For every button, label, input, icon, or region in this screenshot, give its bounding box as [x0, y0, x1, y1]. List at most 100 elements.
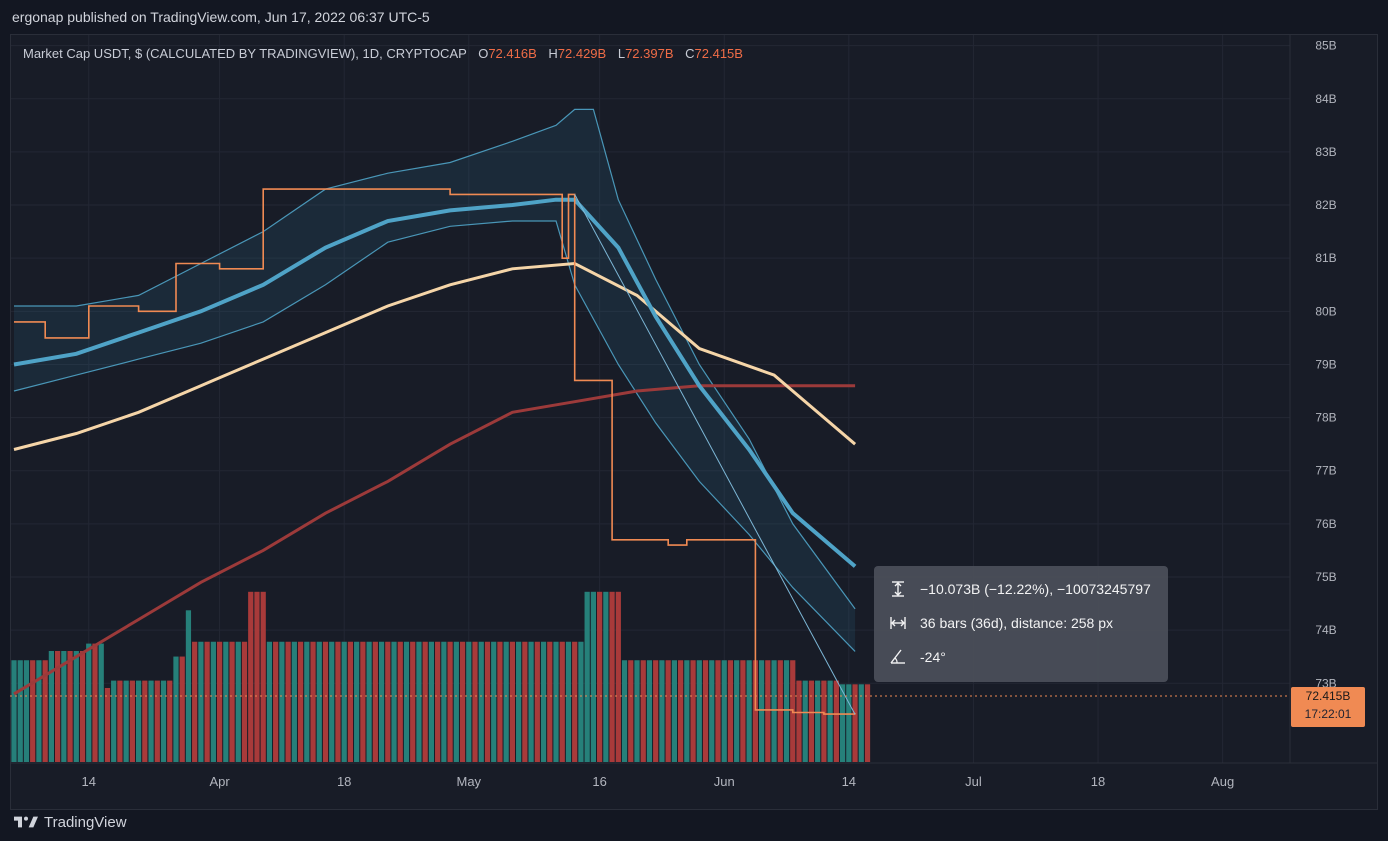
bollinger-bands — [13, 108, 856, 652]
footer[interactable]: TradingView — [14, 810, 127, 834]
volume-bar — [677, 660, 684, 762]
volume-bar — [534, 641, 540, 762]
volume-bar — [192, 641, 198, 762]
volume-bar — [846, 684, 852, 762]
volume-bar — [690, 660, 696, 762]
volume-bar — [441, 641, 447, 762]
volume-bar — [447, 641, 453, 762]
grid — [11, 35, 1290, 763]
top-bar: ergonap published on TradingView.com, Ju… — [0, 0, 1388, 34]
indicator-lines — [13, 188, 857, 715]
y-tick-label: 84B — [1315, 92, 1336, 106]
volume-bar — [559, 641, 565, 762]
x-tick-label: 16 — [592, 774, 606, 789]
volume-bar — [73, 651, 79, 762]
open-value: 72.416B — [488, 46, 537, 61]
volume-bar — [802, 680, 808, 762]
bar-countdown: 17:22:01 — [1304, 707, 1352, 721]
close-value: 72.415B — [694, 46, 743, 61]
y-tick-label: 74B — [1315, 623, 1336, 637]
volume-bar — [117, 680, 123, 762]
volume-bar — [223, 641, 229, 762]
volume-bar — [241, 641, 248, 762]
volume-bar — [715, 660, 721, 762]
volume-bar — [167, 680, 173, 762]
y-tick-label: 82B — [1315, 198, 1336, 212]
volume-bar — [777, 660, 783, 762]
x-tick-label: 18 — [337, 774, 351, 789]
volume-bar — [160, 680, 167, 762]
measure-price-row: −10.073B (−12.22%), −10073245797 — [888, 578, 1151, 600]
volume-bar — [248, 591, 254, 762]
y-tick-label: 78B — [1315, 411, 1336, 425]
volume-bar — [123, 680, 129, 762]
volume-bar — [397, 641, 403, 762]
y-tick-label: 81B — [1315, 251, 1336, 265]
volume-bar — [341, 641, 347, 762]
volume-bar — [603, 591, 609, 762]
footer-brand: TradingView — [44, 813, 127, 831]
volume-bar — [403, 641, 410, 762]
volume-bar — [553, 641, 559, 762]
volume-bar — [696, 660, 702, 762]
volume-bar — [297, 641, 304, 762]
measure-angle-row: -24° — [888, 646, 946, 668]
volume-bar — [391, 641, 397, 762]
volume-bar — [746, 660, 752, 762]
volume-bar — [304, 641, 310, 762]
volume-bar — [198, 641, 204, 762]
volume-bar — [185, 610, 192, 762]
volume-bar — [285, 641, 291, 762]
volume-bar — [322, 641, 329, 762]
volume-bar — [135, 680, 142, 762]
x-tick-label: Jul — [965, 774, 982, 789]
volume-bar — [640, 660, 646, 762]
ma-50-line — [13, 261, 857, 451]
time-axis[interactable]: 14 Apr 18 May 16 Jun 14 Jul 18 Aug — [82, 774, 1235, 789]
volume-bar — [204, 641, 210, 762]
x-tick-label: Aug — [1211, 774, 1234, 789]
volume-bar — [615, 591, 621, 762]
angle-icon — [890, 649, 905, 664]
published-text: ergonap published on TradingView.com, Ju… — [12, 9, 430, 25]
bar-range-icon — [890, 617, 906, 629]
volume-bar — [366, 641, 372, 762]
bollinger-lower-line — [13, 220, 856, 652]
y-tick-label: 75B — [1315, 570, 1336, 584]
volume-bar — [335, 641, 341, 762]
volume-bar — [36, 660, 42, 762]
volume-bar — [316, 641, 322, 762]
volume-bar — [646, 660, 653, 762]
volume-bar — [628, 660, 634, 762]
measure-line — [574, 194, 856, 715]
volume-bar — [104, 688, 111, 762]
volume-bar — [435, 641, 441, 762]
volume-bar — [92, 643, 98, 762]
price-axis[interactable]: 85B 84B 83B 82B 81B 80B 79B 78B 77B 76B 75B 74B 73B — [1315, 39, 1336, 691]
volume-bar — [740, 660, 746, 762]
volume-bar — [372, 641, 378, 762]
open-key: O — [478, 46, 489, 61]
low-value: 72.397B — [625, 46, 674, 61]
volume-bar — [310, 641, 316, 762]
volume-bar — [547, 641, 553, 762]
volume-bar — [609, 591, 615, 762]
volume-bar — [422, 641, 428, 762]
volume-bar — [671, 660, 677, 762]
y-tick-label: 83B — [1315, 145, 1336, 159]
volume-bar — [528, 641, 534, 762]
volume-bar — [23, 660, 30, 762]
volume-bar — [210, 641, 216, 762]
volume-bars — [11, 591, 871, 762]
bollinger-middle-line — [13, 197, 857, 568]
volume-bar — [459, 641, 466, 762]
y-tick-label: 77B — [1315, 464, 1336, 478]
volume-bar — [827, 680, 833, 762]
volume-bar — [833, 680, 839, 762]
volume-bar — [360, 641, 366, 762]
price-line — [14, 188, 856, 715]
close-key: C — [685, 46, 695, 61]
volume-bar — [621, 660, 628, 762]
volume-bar — [522, 641, 528, 762]
